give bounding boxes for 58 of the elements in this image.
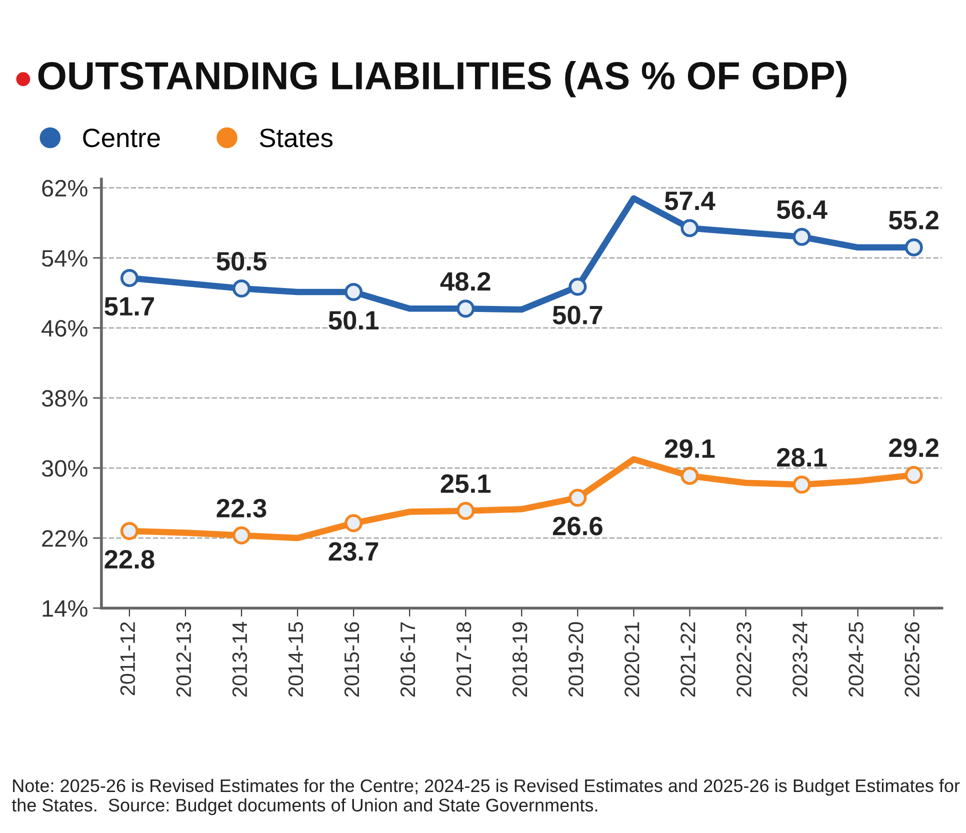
data-label: 56.4 xyxy=(776,200,828,219)
point xyxy=(680,219,699,238)
x-tick-label: 2018-19 xyxy=(512,622,528,697)
point xyxy=(456,502,475,520)
point xyxy=(456,300,475,318)
y-tick-label: 62% xyxy=(42,180,88,197)
legend-label: Centre xyxy=(83,128,160,148)
point xyxy=(680,466,699,485)
x-tick-label: 2024-25 xyxy=(848,622,864,697)
x-tick-label: 2022-23 xyxy=(736,622,752,697)
data-label: 57.4 xyxy=(664,192,716,210)
data-label: 51.7 xyxy=(104,297,154,316)
point xyxy=(792,476,811,494)
x-tick-label: 2012-13 xyxy=(176,622,192,697)
x-tick-label: 2023-24 xyxy=(792,622,808,697)
data-label: 29.2 xyxy=(889,438,938,458)
data-label: 23.7 xyxy=(328,542,378,561)
data-label: 50.7 xyxy=(552,306,602,324)
x-tick-label: 2016-17 xyxy=(400,622,416,697)
x-tick-label: 2013-14 xyxy=(232,622,248,697)
x-tick-label: 2019-20 xyxy=(568,622,584,697)
x-tick-label: 2014-15 xyxy=(288,622,304,697)
point xyxy=(120,268,138,288)
x-tick-label: 2011-12 xyxy=(120,622,136,696)
text: Note: 2025-26 is Revised Estimates for the Centre; 2024-25 is Revised Estimates and 2025-26 is Budget Estimates for the States. Source: Budget documents of Union and State Governments. xyxy=(12,778,960,816)
data-label: 22.3 xyxy=(216,498,266,518)
point xyxy=(344,283,363,302)
y-tick-label: 22% xyxy=(42,530,88,547)
data-label: 55.2 xyxy=(888,210,938,230)
point xyxy=(232,526,251,544)
data-label: 48.2 xyxy=(440,272,490,291)
y-tick-label: 54% xyxy=(42,250,88,267)
point xyxy=(568,278,587,296)
point xyxy=(904,466,923,484)
point xyxy=(120,522,138,540)
y-tick-label: 46% xyxy=(42,320,88,337)
data-label: 29.1 xyxy=(664,439,715,458)
x-tick-label: 2020-21 xyxy=(624,622,640,697)
data-label: 22.8 xyxy=(104,550,154,569)
y-tick-label: 30% xyxy=(42,460,88,477)
point xyxy=(232,280,251,298)
point xyxy=(568,488,587,507)
chart-title: OUTSTANDING LIABILITIES (AS % OF GDP) xyxy=(38,61,846,98)
x-tick-label: 2025-26 xyxy=(904,622,920,697)
data-label: 26.6 xyxy=(552,516,602,536)
point xyxy=(904,238,923,256)
x-tick-label: 2017-18 xyxy=(456,622,472,697)
data-label: 50.1 xyxy=(328,310,379,330)
x-tick-label: 2021-22 xyxy=(680,622,696,697)
data-label: 25.1 xyxy=(440,474,491,493)
data-label: 50.5 xyxy=(216,252,266,271)
y-tick-label: 14% xyxy=(42,600,88,617)
legend-label: States xyxy=(260,128,333,148)
x-tick-label: 2015-16 xyxy=(344,622,360,697)
y-tick-label: 38% xyxy=(42,390,88,407)
point xyxy=(344,514,363,532)
data-label: 28.1 xyxy=(777,448,827,467)
point xyxy=(792,228,811,246)
